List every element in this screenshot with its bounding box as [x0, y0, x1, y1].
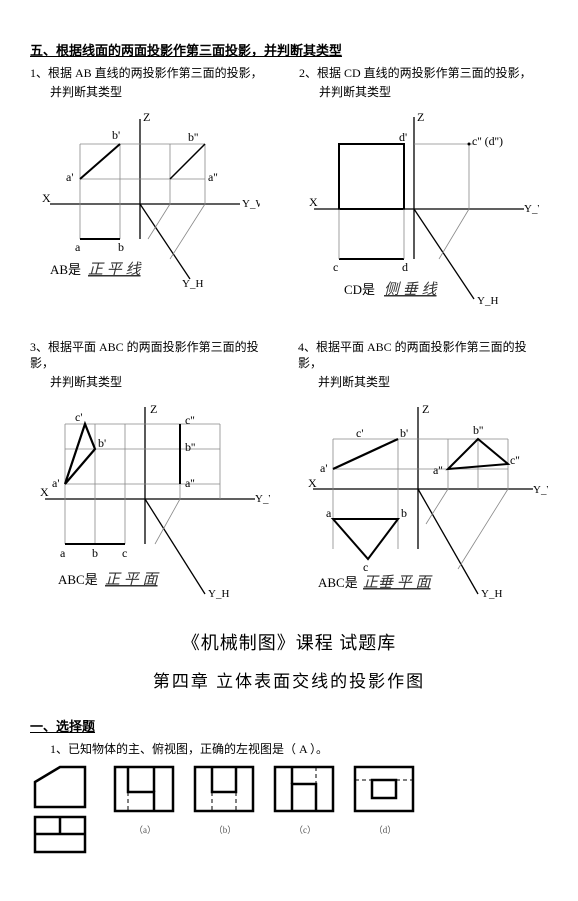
- lbl-app: a'': [208, 170, 218, 184]
- lbl-a: a: [60, 546, 66, 560]
- lbl-bpp: b'': [473, 423, 483, 437]
- axis-Z: Z: [143, 110, 150, 124]
- axis-Yw: Y_W: [242, 198, 260, 210]
- mc-option-b: （b）: [190, 762, 260, 836]
- lbl-b: b: [401, 506, 407, 520]
- q1-figure: Z X Y_W Y_H b' b: [30, 109, 279, 289]
- lbl-cp: c': [356, 426, 364, 440]
- q4-line1: 4、根据平面 ABC 的两面投影作第三面的投影，: [298, 339, 548, 373]
- row-1: 1、根据 AB 直线的两投影作第三面的投影， 并判断其类型 Z X Y_W Y_…: [30, 65, 548, 309]
- axis-Z: Z: [417, 110, 424, 124]
- lbl-bp: b': [112, 128, 120, 142]
- q4-ans-prefix: ABC是: [318, 575, 358, 590]
- q3-line2: 并判断其类型: [30, 374, 278, 391]
- q1-line1: 1、根据 AB 直线的两投影作第三面的投影，: [30, 65, 279, 82]
- lbl-bp: b': [98, 436, 106, 450]
- mc-q1: 1、已知物体的主、俯视图，正确的左视图是（ A ）。: [30, 741, 548, 758]
- lbl-app: a'': [433, 463, 443, 477]
- q1-line2: 并判断其类型: [30, 84, 279, 101]
- lbl-c: c: [333, 260, 338, 274]
- axis-X: X: [308, 476, 317, 490]
- lbl-d: d: [402, 260, 408, 274]
- course-title: 《机械制图》课程 试题库: [30, 629, 548, 655]
- row-2: 3、根据平面 ABC 的两面投影作第三面的投影， 并判断其类型 Z X Y_W …: [30, 339, 548, 599]
- q3-ans: 正 平 面: [105, 572, 161, 588]
- problem-2: 2、根据 CD 直线的两投影作第三面的投影， 并判断其类型 Z X Y_W Y_…: [299, 65, 548, 309]
- lbl-cpp: c'': [185, 413, 195, 427]
- q3-figure: Z X Y_W Y_H: [30, 399, 278, 599]
- section-5-heading: 五、根据线面的两面投影作第三面投影，并判断其类型: [30, 40, 548, 59]
- q4-ans: 正垂 平 面: [363, 574, 434, 591]
- opt-d-label: （d）: [350, 823, 420, 836]
- q2-line2: 并判断其类型: [299, 84, 548, 101]
- mc-option-c: （c）: [270, 762, 340, 836]
- lbl-cp: c': [75, 410, 83, 424]
- problem-4: 4、根据平面 ABC 的两面投影作第三面的投影， 并判断其类型 Z X Y_W …: [298, 339, 548, 599]
- opt-c-label: （c）: [270, 823, 340, 836]
- section-mc-heading: 一、选择题: [30, 716, 548, 735]
- q4-figure: Z X Y_W Y_H: [298, 399, 548, 599]
- mc-given: [30, 762, 100, 861]
- lbl-bpp: b'': [188, 130, 198, 144]
- mc-option-d: （d）: [350, 762, 420, 836]
- axis-Yh: Y_H: [208, 588, 229, 599]
- q1-ans-prefix: AB是: [50, 262, 81, 277]
- lbl-b: b: [118, 240, 124, 254]
- axis-Yw: Y_W: [533, 484, 548, 496]
- lbl-a: a: [75, 240, 81, 254]
- opt-a-label: （a）: [110, 823, 180, 836]
- lbl-ap: a': [66, 170, 74, 184]
- lbl-app: a'': [185, 476, 195, 490]
- q2-line1: 2、根据 CD 直线的两投影作第三面的投影，: [299, 65, 548, 82]
- lbl-dp: d': [399, 130, 407, 144]
- problem-3: 3、根据平面 ABC 的两面投影作第三面的投影， 并判断其类型 Z X Y_W …: [30, 339, 278, 599]
- q3-line1: 3、根据平面 ABC 的两面投影作第三面的投影，: [30, 339, 278, 373]
- lbl-a: a: [326, 506, 332, 520]
- mc-option-a: （a）: [110, 762, 180, 836]
- lbl-c: c: [363, 560, 368, 574]
- axis-Yh: Y_H: [182, 278, 203, 289]
- axis-X: X: [42, 191, 51, 205]
- mc-figures: （a） （b） （c） （d）: [30, 762, 548, 861]
- axis-Yh: Y_H: [477, 295, 498, 307]
- lbl-bp: b': [400, 426, 408, 440]
- axis-Yw: Y_W: [255, 493, 270, 505]
- axis-Z: Z: [150, 402, 157, 416]
- problem-1: 1、根据 AB 直线的两投影作第三面的投影， 并判断其类型 Z X Y_W Y_…: [30, 65, 279, 309]
- q3-ans-prefix: ABC是: [58, 572, 98, 587]
- axis-X: X: [40, 485, 49, 499]
- q1-ans: 正 平 线: [88, 261, 143, 278]
- opt-b-label: （b）: [190, 823, 260, 836]
- q2-figure: Z X Y_W Y_H d' c'' (d'') c d: [299, 109, 548, 309]
- lbl-ap: a': [52, 476, 60, 490]
- chapter-title: 第四章 立体表面交线的投影作图: [30, 667, 548, 692]
- q2-ans: 侧 垂 线: [384, 281, 439, 298]
- axis-Yh: Y_H: [481, 588, 502, 599]
- lbl-c: c: [122, 546, 127, 560]
- q2-ans-prefix: CD是: [344, 282, 375, 297]
- lbl-cpp: c'': [510, 453, 520, 467]
- lbl-bpp: b'': [185, 440, 195, 454]
- axis-Z: Z: [422, 402, 429, 416]
- lbl-b: b: [92, 546, 98, 560]
- lbl-cpp: c'' (d''): [472, 134, 503, 148]
- axis-X: X: [309, 195, 318, 209]
- axis-Yw: Y_W: [524, 203, 539, 215]
- q4-line2: 并判断其类型: [298, 374, 548, 391]
- lbl-ap: a': [320, 461, 328, 475]
